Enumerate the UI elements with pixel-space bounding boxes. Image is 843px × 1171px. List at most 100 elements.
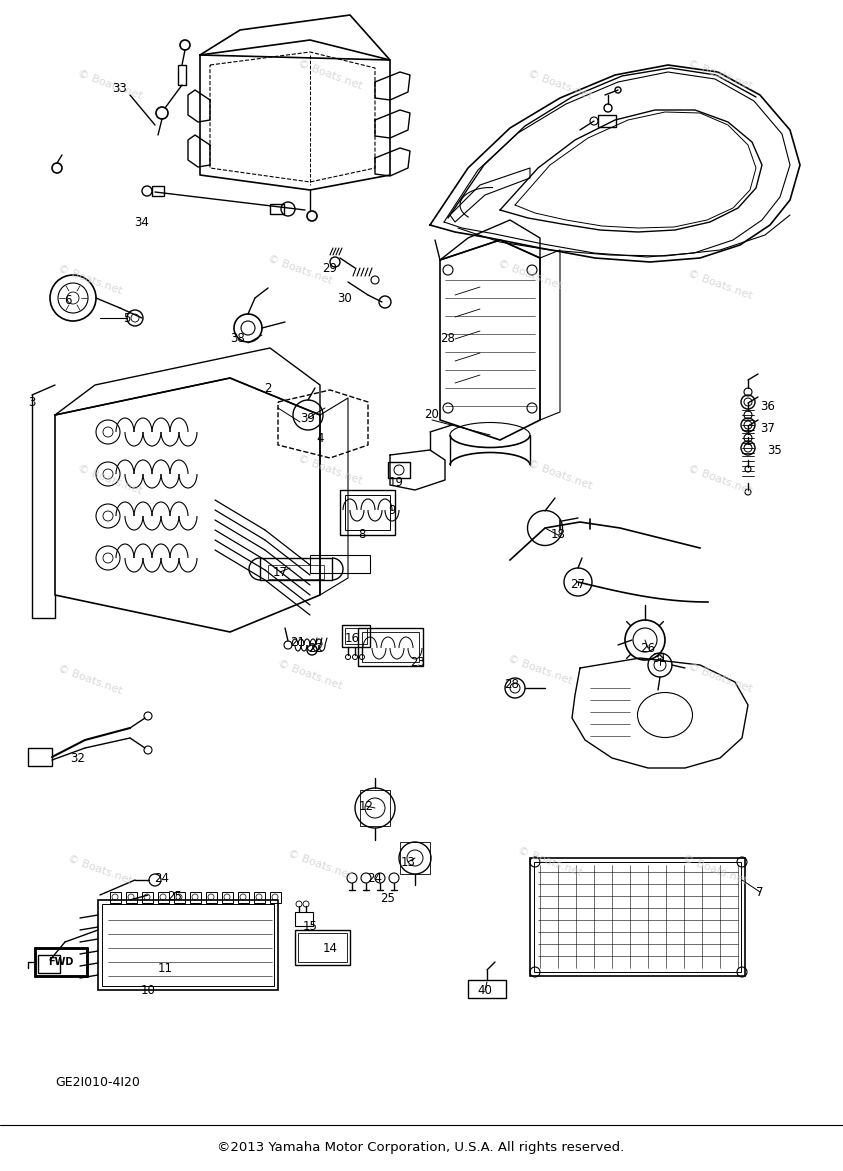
Bar: [400, 842, 430, 874]
Bar: [110, 892, 121, 903]
Text: 24: 24: [154, 871, 169, 884]
Bar: [206, 892, 217, 903]
Text: © Boats.net: © Boats.net: [686, 662, 754, 694]
Text: © Boats.net: © Boats.net: [686, 268, 754, 301]
Text: 18: 18: [550, 528, 566, 541]
Circle shape: [744, 444, 752, 452]
Text: 29: 29: [323, 261, 337, 274]
Bar: [268, 564, 324, 578]
Text: 23: 23: [411, 656, 426, 669]
Text: © Boats.net: © Boats.net: [77, 69, 143, 102]
Text: © Boats.net: © Boats.net: [526, 69, 593, 102]
Bar: [598, 115, 616, 126]
Text: 2: 2: [264, 382, 271, 395]
Bar: [260, 559, 332, 580]
Bar: [102, 904, 274, 986]
Text: 6: 6: [64, 294, 72, 307]
Bar: [126, 892, 137, 903]
Bar: [28, 748, 52, 766]
Bar: [310, 555, 370, 573]
Bar: [158, 892, 169, 903]
Bar: [362, 632, 419, 662]
Text: 30: 30: [338, 292, 352, 304]
Text: 27: 27: [571, 578, 586, 591]
Text: 24: 24: [368, 871, 383, 884]
Bar: [360, 790, 390, 826]
Text: 19: 19: [389, 475, 404, 488]
Bar: [222, 892, 233, 903]
Bar: [178, 66, 186, 85]
Bar: [468, 980, 506, 998]
Text: 28: 28: [441, 331, 455, 344]
Text: © Boats.net: © Boats.net: [297, 453, 363, 486]
Bar: [270, 892, 281, 903]
Text: 40: 40: [478, 984, 492, 997]
Bar: [345, 495, 390, 530]
Text: 10: 10: [141, 984, 155, 997]
Text: ©2013 Yamaha Motor Corporation, U.S.A. All rights reserved.: ©2013 Yamaha Motor Corporation, U.S.A. A…: [217, 1142, 625, 1155]
Text: 4: 4: [316, 431, 324, 445]
Bar: [254, 892, 265, 903]
Text: 32: 32: [71, 752, 85, 765]
Text: 3: 3: [29, 396, 35, 409]
Text: © Boats.net: © Boats.net: [67, 854, 133, 886]
Text: 9: 9: [389, 504, 395, 516]
Text: © Boats.net: © Boats.net: [517, 845, 583, 878]
Text: 8: 8: [358, 528, 366, 541]
Bar: [35, 949, 87, 975]
Text: © Boats.net: © Boats.net: [297, 59, 363, 91]
Text: 14: 14: [323, 941, 337, 954]
Text: 28: 28: [505, 678, 519, 692]
Text: 17: 17: [272, 566, 287, 578]
Text: © Boats.net: © Boats.net: [686, 464, 754, 497]
Text: 11: 11: [158, 961, 173, 974]
Bar: [174, 892, 185, 903]
Text: 15: 15: [303, 919, 318, 932]
Text: © Boats.net: © Boats.net: [56, 664, 124, 697]
Bar: [388, 463, 410, 478]
Bar: [295, 930, 350, 965]
Bar: [238, 892, 249, 903]
Bar: [142, 892, 153, 903]
Text: 21: 21: [291, 636, 305, 649]
Circle shape: [744, 398, 752, 406]
Text: 35: 35: [768, 444, 782, 457]
Text: 5: 5: [123, 311, 131, 324]
Text: GE2I010-4I20: GE2I010-4I20: [55, 1075, 140, 1089]
Bar: [340, 489, 395, 535]
Text: 13: 13: [400, 856, 416, 869]
Bar: [270, 204, 284, 214]
Text: © Boats.net: © Boats.net: [526, 459, 593, 492]
Text: FWD: FWD: [48, 957, 73, 967]
Text: © Boats.net: © Boats.net: [287, 849, 353, 882]
Text: 16: 16: [345, 631, 359, 644]
Bar: [342, 625, 370, 648]
Text: 38: 38: [231, 331, 245, 344]
Text: © Boats.net: © Boats.net: [56, 263, 124, 296]
Text: 33: 33: [113, 82, 127, 95]
Bar: [345, 628, 367, 644]
Text: © Boats.net: © Boats.net: [681, 854, 749, 886]
Bar: [98, 900, 278, 989]
Bar: [152, 186, 164, 196]
Text: © Boats.net: © Boats.net: [686, 59, 754, 91]
Text: © Boats.net: © Boats.net: [507, 653, 573, 686]
Text: © Boats.net: © Boats.net: [277, 659, 344, 691]
Text: 22: 22: [309, 642, 324, 655]
Text: 37: 37: [760, 422, 776, 434]
Text: 26: 26: [641, 642, 656, 655]
Text: 25: 25: [380, 891, 395, 904]
Text: © Boats.net: © Boats.net: [497, 259, 564, 292]
Bar: [534, 862, 741, 972]
Text: 31: 31: [652, 651, 668, 664]
Bar: [530, 858, 745, 975]
Bar: [298, 933, 347, 963]
Text: 20: 20: [425, 409, 439, 422]
Text: 34: 34: [135, 215, 149, 228]
Bar: [295, 912, 313, 926]
Text: 36: 36: [760, 399, 776, 412]
Bar: [190, 892, 201, 903]
Text: © Boats.net: © Boats.net: [266, 254, 334, 286]
Text: 7: 7: [756, 885, 764, 898]
Text: © Boats.net: © Boats.net: [77, 464, 143, 497]
